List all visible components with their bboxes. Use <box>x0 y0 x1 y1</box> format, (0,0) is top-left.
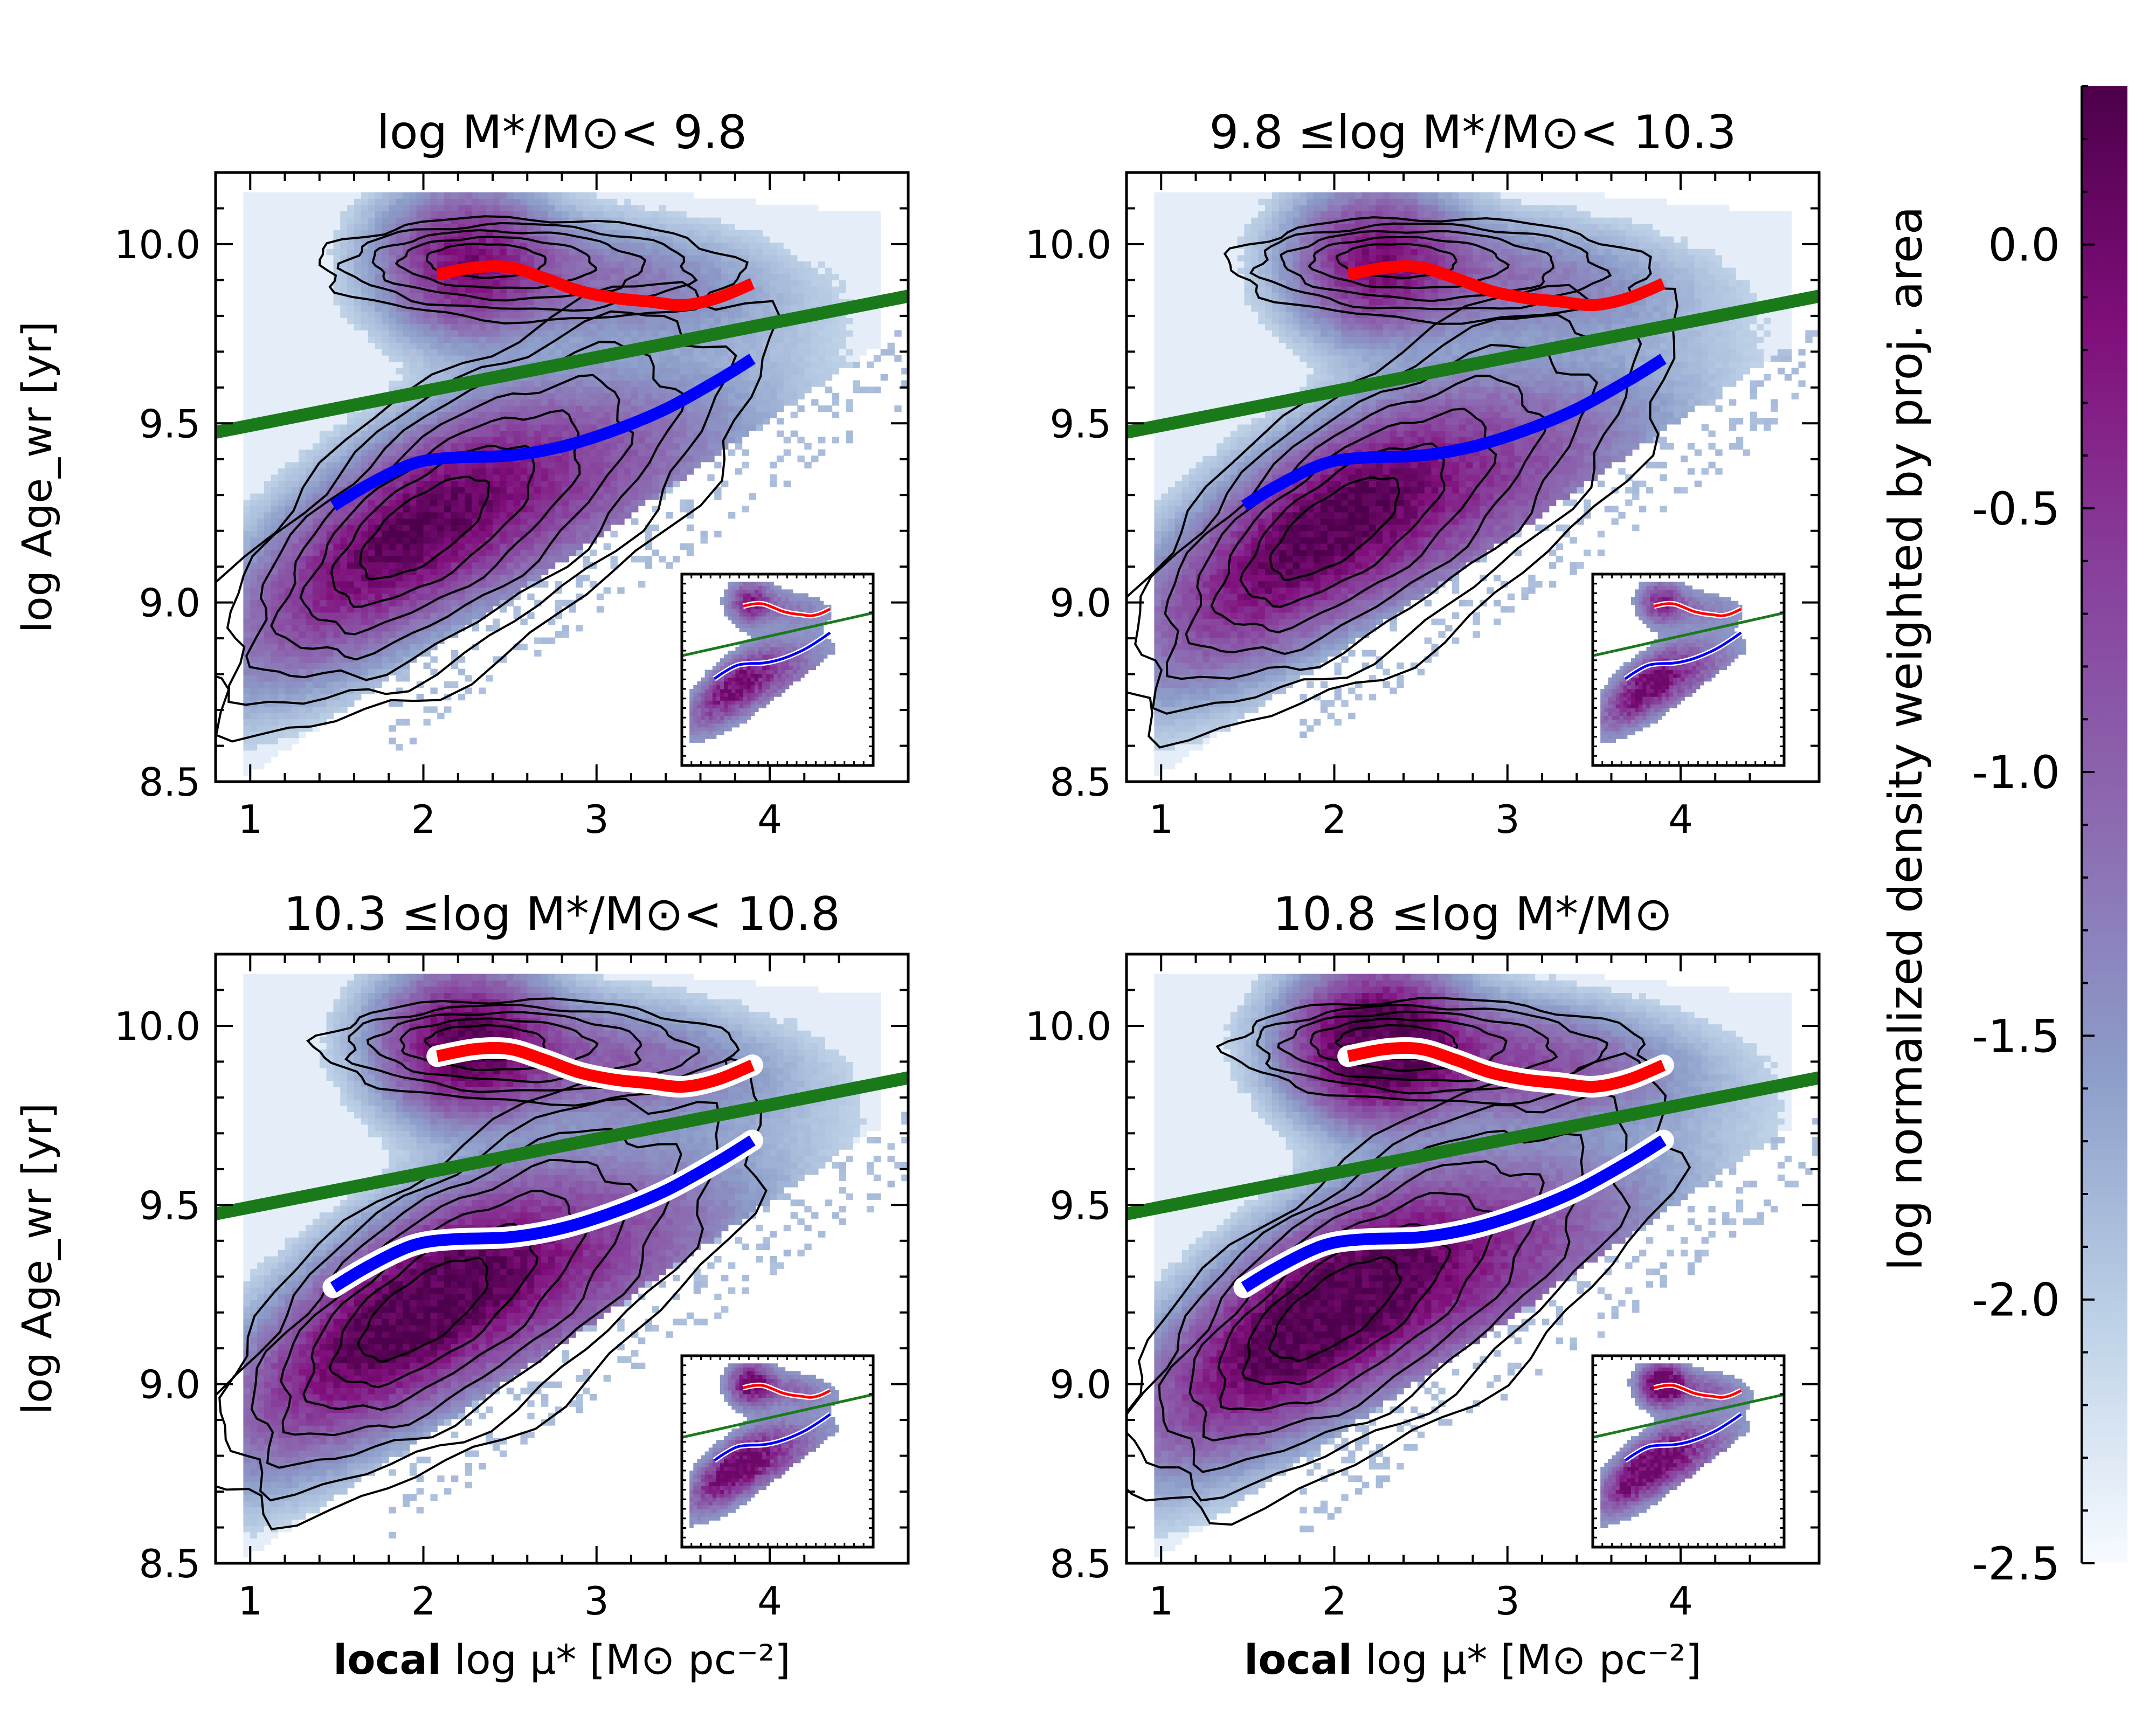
y-tick-label: 10.0 <box>1025 222 1111 267</box>
y-tick-label: 9.0 <box>139 1362 201 1407</box>
colorbar-label: log normalized density weighted by proj.… <box>1879 206 1933 1271</box>
x-tick-label: 1 <box>1149 797 1173 842</box>
axis-ticks <box>1127 953 1819 1564</box>
colorbar-gradient <box>2082 86 2127 1563</box>
y-tick-label: 9.5 <box>139 1183 201 1228</box>
x-tick-label: 3 <box>1495 797 1520 842</box>
blue-curve <box>1241 354 1667 511</box>
y-tick-label: 9.0 <box>139 581 201 626</box>
axis-ticks <box>216 953 908 1564</box>
y-tick-label: 9.0 <box>1049 1362 1111 1407</box>
x-tick-label: 2 <box>1322 1578 1347 1624</box>
blue-curve <box>330 354 756 511</box>
panel-title: 9.8 ≤log M*/M⊙< 10.3 <box>1210 106 1737 160</box>
x-tick-label: 4 <box>1668 797 1693 842</box>
y-axis-label: log Age_wr [yr] <box>13 321 61 633</box>
panel-title: log M*/M⊙< 9.8 <box>377 106 747 160</box>
panel-title: 10.3 ≤log M*/M⊙< 10.8 <box>284 887 840 941</box>
panel-p1: 1 2 3 4 8.5 9.0 9.5 10.0 log M*/M⊙< 9.8 log Age_w… <box>13 106 910 842</box>
y-tick-label: 8.5 <box>139 1541 201 1586</box>
x-tick-label: 2 <box>411 797 436 842</box>
red-curve <box>1347 1042 1666 1093</box>
colorbar-tick-label: -1.0 <box>1972 746 2060 799</box>
x-tick-label: 4 <box>1668 1578 1693 1624</box>
y-tick-label: 10.0 <box>114 1004 201 1049</box>
colorbar-tick-label: -1.5 <box>1972 1010 2060 1062</box>
x-axis-label: local log μ* [M⊙ pc⁻²] <box>1244 1636 1702 1683</box>
axis-ticks <box>216 171 908 783</box>
colorbar-tick-label: -2.0 <box>1972 1274 2060 1327</box>
x-tick-label: 3 <box>584 1578 609 1624</box>
axis-ticks <box>1127 171 1819 783</box>
x-tick-label: 1 <box>238 1578 262 1624</box>
divider-line <box>1125 289 1821 439</box>
inset-panel <box>680 1354 875 1549</box>
y-tick-label: 10.0 <box>114 222 201 267</box>
y-axis-label: log Age_wr [yr] <box>13 1103 61 1414</box>
y-tick-label: 9.5 <box>139 401 201 446</box>
y-tick-label: 8.5 <box>139 760 201 805</box>
x-axis-label: local log μ* [M⊙ pc⁻²] <box>333 1636 791 1683</box>
y-tick-label: 9.0 <box>1049 581 1111 626</box>
y-tick-label: 10.0 <box>1025 1004 1111 1049</box>
red-curve <box>436 1042 755 1093</box>
colorbar-tick-label: -2.5 <box>1972 1537 2060 1590</box>
x-tick-label: 2 <box>1322 797 1347 842</box>
x-tick-label: 4 <box>757 1578 782 1624</box>
panel-p2: 1 2 3 4 8.5 9.0 9.5 10.0 9.8 ≤log M*/M⊙< 10.3 <box>1025 106 1821 842</box>
blue-curve <box>1241 1135 1667 1293</box>
y-tick-label: 8.5 <box>1049 1541 1111 1586</box>
colorbar-tick-label: 0.0 <box>1988 219 2060 272</box>
inset-panel <box>1591 572 1786 767</box>
panel-title: 10.8 ≤log M*/M⊙ <box>1273 887 1673 941</box>
blue-curve <box>330 1135 756 1293</box>
y-tick-label: 9.5 <box>1049 401 1111 446</box>
colorbar-tick-label: -0.5 <box>1972 482 2060 535</box>
x-tick-label: 2 <box>411 1578 436 1624</box>
inset-panel <box>680 572 875 767</box>
x-tick-label: 3 <box>1495 1578 1520 1624</box>
panel-p3: 1 2 3 4 8.5 9.0 9.5 10.0 10.3 ≤log M*/M⊙< 10.8 lo… <box>13 887 910 1683</box>
panel-p4: 1 2 3 4 8.5 9.0 9.5 10.0 10.8 ≤log M*/M⊙ local lo… <box>1025 887 1821 1683</box>
red-curve <box>1347 260 1666 312</box>
x-tick-label: 1 <box>238 797 262 842</box>
divider-line <box>214 1071 910 1220</box>
divider-line <box>1125 1071 1821 1220</box>
density-contours <box>216 215 780 743</box>
inset-panel <box>1591 1354 1786 1549</box>
x-tick-label: 4 <box>757 797 782 842</box>
red-curve <box>436 260 755 312</box>
y-tick-label: 8.5 <box>1049 760 1111 805</box>
x-tick-label: 3 <box>584 797 609 842</box>
divider-line <box>214 289 910 439</box>
y-tick-label: 9.5 <box>1049 1183 1111 1228</box>
x-tick-label: 1 <box>1149 1578 1173 1624</box>
colorbar: 0.0 -0.5 -1.0 -1.5 -2.0 -2.5 log normalized de… <box>1879 85 2127 1590</box>
